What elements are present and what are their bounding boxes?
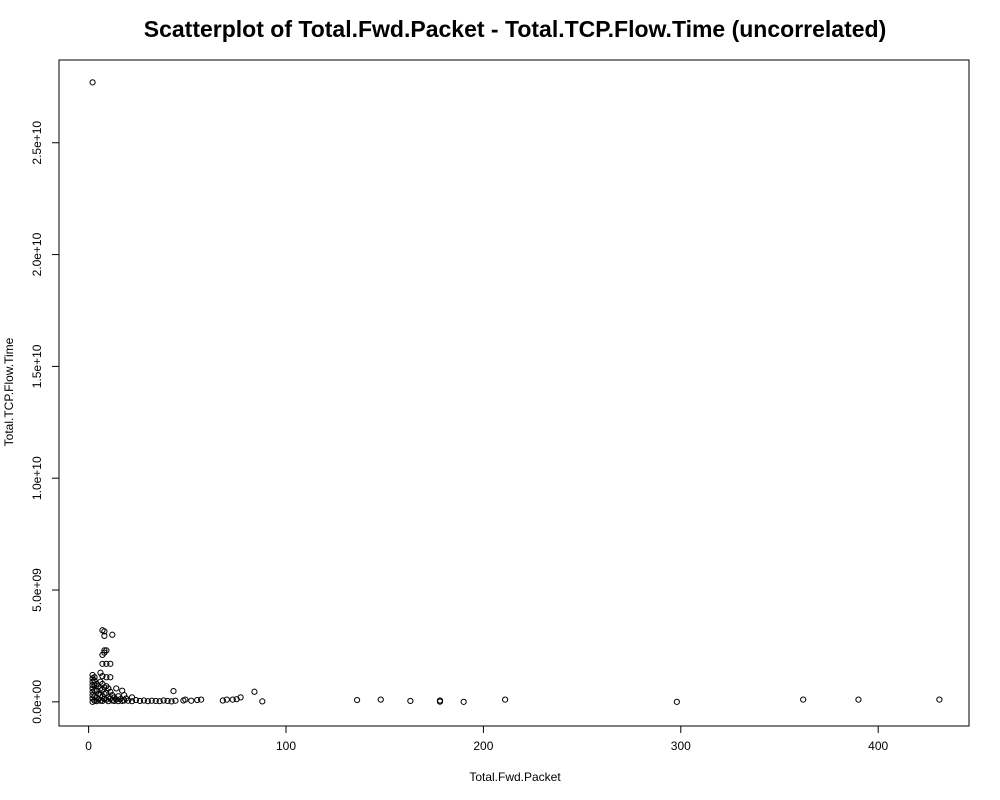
data-point xyxy=(198,696,205,703)
x-tick-label: 200 xyxy=(473,739,493,753)
y-tick-label: 0.0e+00 xyxy=(30,680,44,724)
data-point xyxy=(229,696,236,703)
data-point xyxy=(353,696,361,704)
data-points xyxy=(89,79,943,705)
data-point xyxy=(144,698,151,705)
data-point xyxy=(136,697,144,705)
y-tick-label: 2.5e+10 xyxy=(30,121,44,165)
data-point xyxy=(132,696,140,704)
data-point xyxy=(223,696,230,703)
plot-frame xyxy=(58,59,970,727)
data-point xyxy=(99,660,106,667)
data-point xyxy=(251,688,258,695)
data-point xyxy=(164,697,171,705)
data-point xyxy=(800,696,807,703)
x-tick-label: 400 xyxy=(868,739,888,753)
data-point xyxy=(219,697,226,704)
data-point xyxy=(460,698,467,705)
data-point xyxy=(855,696,862,703)
data-point xyxy=(103,660,110,667)
data-point xyxy=(673,698,680,705)
data-point xyxy=(407,697,414,705)
x-tick-label: 100 xyxy=(276,739,296,753)
y-axis-label: Total.TCP.Flow.Time xyxy=(2,337,16,447)
data-point xyxy=(107,660,114,667)
data-point xyxy=(936,696,943,703)
data-point xyxy=(156,698,163,705)
data-point xyxy=(502,696,509,703)
data-point xyxy=(128,698,136,705)
data-point xyxy=(148,697,155,704)
x-tick-label: 300 xyxy=(671,739,691,753)
data-point xyxy=(103,674,110,681)
data-point xyxy=(140,697,147,704)
y-tick-label: 1.0e+10 xyxy=(30,456,44,500)
data-point xyxy=(172,697,179,704)
data-point xyxy=(99,673,106,680)
data-point xyxy=(152,697,159,705)
data-point xyxy=(168,698,175,705)
data-point xyxy=(124,697,132,704)
data-point xyxy=(377,696,384,703)
data-point xyxy=(188,697,195,704)
x-axis-label: Total.Fwd.Packet xyxy=(469,770,561,784)
data-point xyxy=(99,697,106,705)
data-point xyxy=(160,697,167,704)
data-point xyxy=(259,698,266,705)
data-point xyxy=(182,696,189,703)
data-point xyxy=(105,685,112,692)
data-point xyxy=(115,698,122,705)
data-point xyxy=(101,632,108,639)
y-tick-label: 5.0e+09 xyxy=(30,568,44,612)
x-axis: 0 100 200 300 400 xyxy=(85,725,889,753)
data-point xyxy=(97,669,104,676)
x-tick-label: 0 xyxy=(85,739,92,753)
data-point xyxy=(170,688,177,695)
data-point xyxy=(89,79,96,86)
data-point xyxy=(91,677,98,684)
y-tick-label: 1.5e+10 xyxy=(30,344,44,388)
data-point xyxy=(101,628,108,635)
data-point xyxy=(194,696,201,704)
data-point xyxy=(237,694,244,701)
data-point xyxy=(113,685,120,692)
data-point xyxy=(91,674,98,681)
data-point xyxy=(101,649,108,656)
chart-title: Scatterplot of Total.Fwd.Packet - Total.… xyxy=(143,16,887,42)
data-point xyxy=(107,674,114,681)
data-point xyxy=(107,688,114,695)
data-point xyxy=(121,697,128,704)
y-axis: 0.0e+00 5.0e+09 1.0e+10 1.5e+10 2.0e+10 2.5e+… xyxy=(30,121,60,724)
data-point xyxy=(117,696,124,703)
y-tick-label: 2.0e+10 xyxy=(30,232,44,276)
data-point xyxy=(436,698,444,705)
data-point xyxy=(109,631,116,638)
